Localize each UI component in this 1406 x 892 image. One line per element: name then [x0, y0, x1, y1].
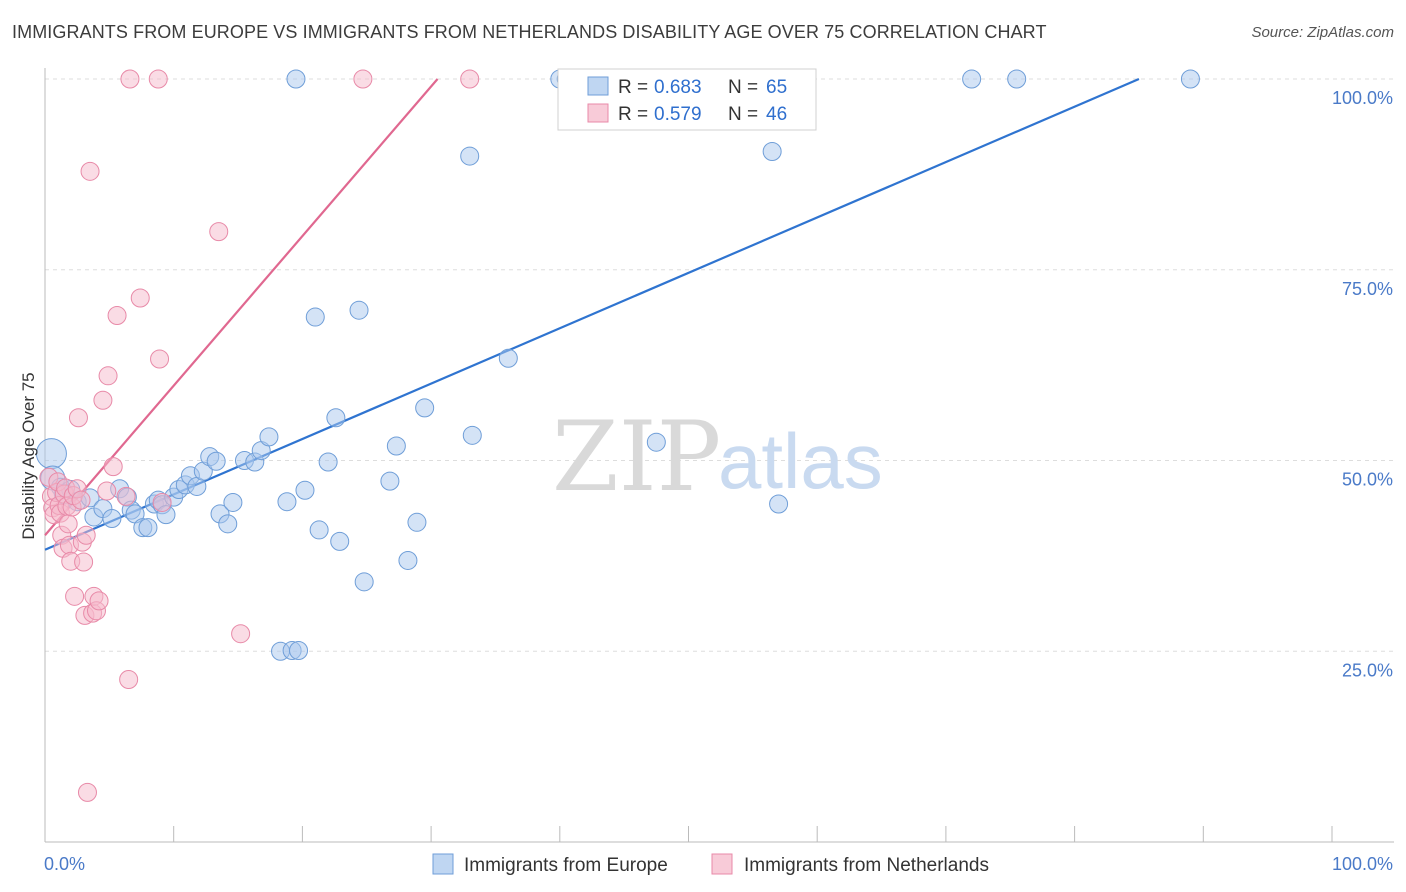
legend-n-value-netherlands: 46	[766, 104, 787, 125]
bottom-legend-label-netherlands: Immigrants from Netherlands	[744, 855, 989, 876]
top-legend: R = 0.683 N = 65 R = 0.579 N = 46	[557, 68, 817, 131]
europe-point	[286, 69, 306, 89]
netherlands-point	[93, 390, 113, 410]
netherlands-point	[98, 366, 118, 386]
europe-point	[769, 494, 789, 514]
y-tick-label: 75.0%	[1342, 279, 1393, 299]
europe-point	[277, 492, 297, 512]
europe-trend-line	[44, 77, 1140, 551]
europe-point	[295, 480, 315, 500]
netherlands-point	[148, 69, 168, 89]
netherlands-point	[130, 288, 150, 308]
x-tick-labels: 0.0% 100.0%	[44, 854, 1393, 874]
netherlands-points	[39, 69, 480, 802]
watermark-zip: ZIP	[552, 401, 721, 513]
y-axis-title: Disability Age Over 75	[19, 372, 38, 539]
europe-points	[35, 69, 1200, 661]
y-tick-labels: 25.0% 50.0% 75.0% 100.0%	[1332, 88, 1393, 680]
netherlands-point	[80, 161, 100, 181]
legend-n-label-netherlands: N =	[728, 104, 758, 125]
europe-point	[35, 438, 67, 470]
x-tick-label: 100.0%	[1332, 854, 1393, 874]
netherlands-point	[209, 222, 229, 242]
source-label: Source: ZipAtlas.com	[1251, 24, 1394, 41]
europe-point	[407, 512, 427, 532]
watermark-atlas: atlas	[718, 417, 883, 505]
europe-point	[962, 69, 982, 89]
europe-point	[462, 425, 482, 445]
europe-point	[460, 146, 480, 166]
europe-point	[318, 452, 338, 472]
europe-point	[398, 550, 418, 570]
x-tick-label: 0.0%	[44, 854, 85, 874]
netherlands-point	[152, 492, 172, 512]
netherlands-point	[65, 586, 85, 606]
europe-point	[138, 518, 158, 538]
netherlands-point	[89, 591, 109, 611]
bottom-legend-swatch-netherlands	[711, 853, 733, 875]
europe-point	[349, 300, 369, 320]
europe-point	[309, 520, 329, 540]
legend-n-label-europe: N =	[728, 77, 758, 98]
europe-point	[289, 640, 309, 660]
netherlands-point	[231, 624, 251, 644]
europe-point	[218, 514, 238, 534]
europe-point	[305, 307, 325, 327]
europe-point	[206, 451, 226, 471]
y-tick-label: 50.0%	[1342, 470, 1393, 490]
europe-point	[354, 572, 374, 592]
europe-point	[223, 492, 243, 512]
europe-point	[415, 398, 435, 418]
netherlands-point	[103, 457, 123, 477]
chart-title: IMMIGRANTS FROM EUROPE VS IMMIGRANTS FRO…	[12, 22, 1047, 42]
legend-r-label-netherlands: R =	[618, 104, 648, 125]
legend-n-value-europe: 65	[766, 77, 787, 98]
netherlands-point	[74, 552, 94, 572]
legend-r-label-europe: R =	[618, 77, 648, 98]
legend-r-value-europe: 0.683	[654, 77, 702, 98]
bottom-legend: Immigrants from Europe Immigrants from N…	[432, 853, 989, 876]
legend-swatch-europe	[587, 76, 609, 96]
y-tick-label: 25.0%	[1342, 660, 1393, 680]
europe-point	[386, 436, 406, 456]
europe-point	[1180, 69, 1200, 89]
netherlands-point	[76, 525, 96, 545]
europe-point	[102, 508, 122, 528]
netherlands-point	[71, 490, 91, 510]
europe-point	[330, 531, 350, 551]
europe-point	[380, 471, 400, 491]
europe-point	[498, 348, 518, 368]
europe-point	[762, 141, 782, 161]
legend-r-value-netherlands: 0.579	[654, 104, 702, 125]
y-tick-label: 100.0%	[1332, 88, 1393, 108]
netherlands-point	[116, 486, 136, 506]
bottom-legend-swatch-europe	[432, 853, 454, 875]
europe-point	[326, 408, 346, 428]
grid-lines	[45, 78, 1394, 652]
netherlands-point	[353, 69, 373, 89]
netherlands-point	[119, 669, 139, 689]
bottom-legend-label-europe: Immigrants from Europe	[464, 855, 668, 876]
watermark: ZIP atlas	[552, 401, 883, 513]
netherlands-point	[77, 782, 97, 802]
netherlands-point	[97, 481, 117, 501]
netherlands-point	[58, 514, 78, 534]
netherlands-point	[150, 349, 170, 369]
netherlands-point	[68, 408, 88, 428]
legend-swatch-netherlands	[587, 103, 609, 123]
europe-point	[259, 427, 279, 447]
europe-point	[1007, 69, 1027, 89]
netherlands-point	[120, 69, 140, 89]
netherlands-point	[107, 306, 127, 326]
netherlands-point	[460, 69, 480, 89]
europe-point	[646, 432, 666, 452]
